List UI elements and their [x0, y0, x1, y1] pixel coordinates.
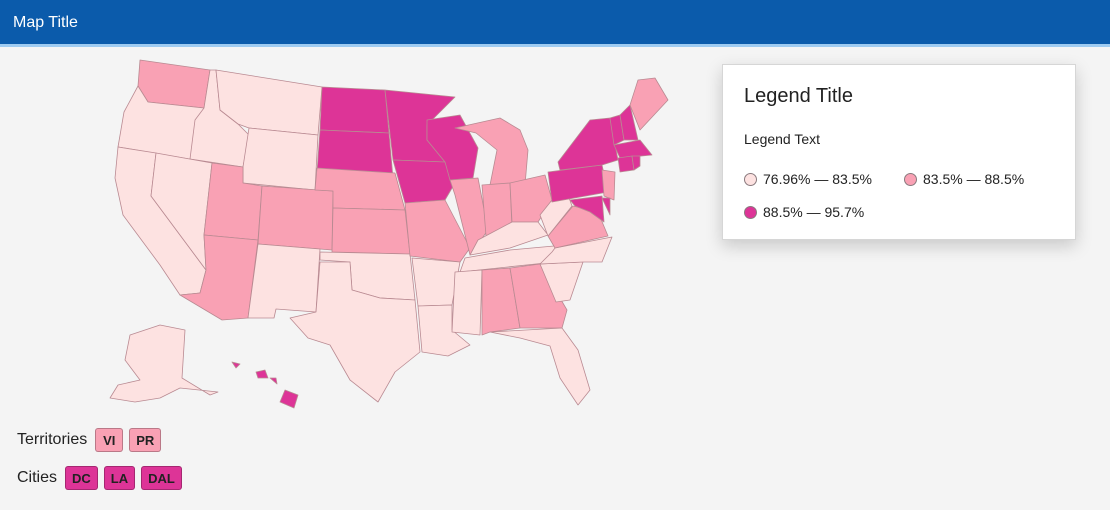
state-ct[interactable]: [617, 155, 635, 173]
map-title: Map Title: [13, 14, 78, 31]
state-ak[interactable]: [109, 324, 219, 403]
state-la[interactable]: [417, 304, 471, 357]
legend-swatch-mid: [904, 172, 917, 186]
legend-item-mid[interactable]: 83.5% — 88.5%: [904, 171, 1024, 187]
state-ia[interactable]: [392, 159, 456, 204]
state-az[interactable]: [179, 234, 259, 321]
state-ks[interactable]: [331, 207, 411, 255]
legend-text: Legend Text: [744, 131, 821, 147]
city-badge-dal[interactable]: DAL: [141, 466, 182, 490]
state-mo[interactable]: [404, 199, 471, 263]
state-ri[interactable]: [631, 155, 641, 171]
state-md[interactable]: [569, 195, 605, 223]
state-nj[interactable]: [601, 169, 616, 201]
state-ma[interactable]: [613, 139, 653, 159]
territories-label: Territories: [17, 431, 88, 448]
legend-swatch-high: [744, 205, 757, 219]
header-bar: Map Title: [0, 0, 1110, 47]
state-ms[interactable]: [451, 269, 483, 336]
state-al[interactable]: [481, 267, 521, 336]
state-wa[interactable]: [137, 59, 211, 109]
legend-item-high[interactable]: 88.5% — 95.7%: [744, 204, 864, 220]
legend-label-high: 88.5% — 95.7%: [763, 204, 865, 220]
state-nc[interactable]: [539, 236, 613, 265]
cities-label: Cities: [17, 469, 58, 486]
state-hi[interactable]: [231, 361, 299, 409]
state-me[interactable]: [629, 77, 669, 131]
state-nd[interactable]: [319, 86, 390, 134]
state-co[interactable]: [257, 185, 334, 251]
state-fl[interactable]: [489, 327, 591, 406]
state-va[interactable]: [547, 205, 609, 249]
us-choropleth-map: [60, 50, 670, 410]
territory-badge-pr[interactable]: PR: [129, 428, 162, 452]
us-map-svg: [109, 59, 669, 409]
legend-label-mid: 83.5% — 88.5%: [923, 171, 1025, 187]
legend-item-low[interactable]: 76.96% — 83.5%: [744, 171, 872, 187]
state-tx[interactable]: [289, 261, 421, 403]
legend-label-low: 76.96% — 83.5%: [763, 171, 872, 187]
city-badge-la[interactable]: LA: [103, 466, 136, 490]
legend-panel: Legend Title Legend Text 76.96% — 83.5% …: [722, 64, 1076, 240]
state-ar[interactable]: [411, 257, 461, 307]
state-ga[interactable]: [509, 263, 568, 329]
legend-swatch-low: [744, 172, 757, 186]
state-ny[interactable]: [557, 117, 619, 171]
city-badge-dc[interactable]: DC: [65, 466, 98, 490]
cities-row: Cities DC LA DAL: [17, 466, 188, 490]
state-nm[interactable]: [247, 243, 321, 319]
state-wy[interactable]: [242, 127, 319, 191]
territories-row: Territories VI PR: [17, 428, 167, 452]
legend-title: Legend Title: [744, 85, 853, 107]
territory-badge-vi[interactable]: VI: [95, 428, 124, 452]
state-de[interactable]: [601, 197, 611, 216]
